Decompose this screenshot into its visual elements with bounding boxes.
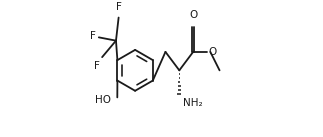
- Text: F: F: [116, 2, 122, 12]
- Text: F: F: [90, 31, 96, 41]
- Text: HO: HO: [95, 95, 111, 105]
- Text: O: O: [189, 10, 197, 20]
- Text: NH₂: NH₂: [183, 98, 203, 108]
- Text: F: F: [94, 61, 100, 71]
- Text: O: O: [209, 47, 217, 57]
